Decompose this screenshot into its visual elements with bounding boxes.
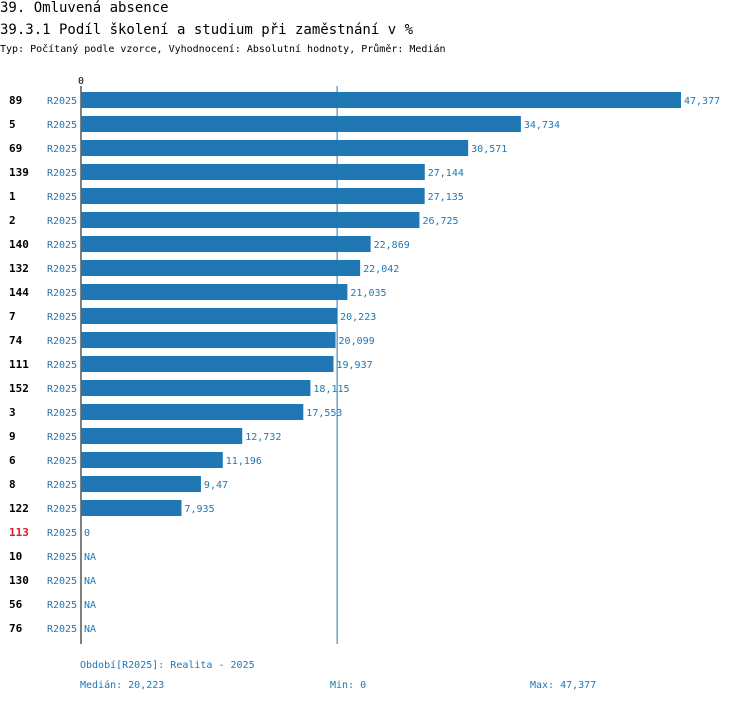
bar [81,188,425,204]
value-label: NA [84,624,96,635]
bar [81,500,182,516]
category-label: 69 [9,142,22,155]
value-label: NA [84,600,96,611]
category-label: 140 [9,238,29,251]
value-label: 34,734 [524,120,560,131]
value-label: NA [84,576,96,587]
period-label: R2025 [47,384,77,395]
value-label: 17,553 [306,408,342,419]
value-label: 20,223 [340,312,376,323]
period-label: R2025 [47,624,77,635]
category-label: 1 [9,190,16,203]
chart-meta: Typ: Počítaný podle vzorce, Vyhodnocení:… [0,44,446,55]
bar [81,356,334,372]
bar [81,92,681,108]
period-label: R2025 [47,240,77,251]
page-title: 39. Omluvená absence [0,0,169,16]
value-label: 27,144 [428,168,464,179]
value-label: 22,869 [374,240,410,251]
value-label: 21,035 [350,288,386,299]
category-label: 130 [9,574,29,587]
bar [81,428,243,444]
category-label: 76 [9,622,23,635]
category-label: 5 [9,118,16,131]
value-label: 19,937 [336,360,372,371]
category-label: 74 [9,334,23,347]
chart-subtitle: 39.3.1 Podíl školení a studium při zaměs… [0,22,414,38]
bar [81,284,348,300]
period-label: R2025 [47,120,77,131]
period-label: R2025 [47,600,77,611]
bar [81,308,338,324]
category-label: 139 [9,166,29,179]
period-label: R2025 [47,96,77,107]
footer-max: Max: 47,377 [530,680,597,691]
bar [81,476,201,492]
value-label: 0 [84,528,90,539]
category-label: 152 [9,382,29,395]
value-label: 18,115 [313,384,349,395]
category-label: 89 [9,94,22,107]
bar [81,380,311,396]
period-label: R2025 [47,504,77,515]
period-label: R2025 [47,192,77,203]
period-label: R2025 [47,408,77,419]
footer-median: Medián: 20,223 [80,680,165,691]
period-label: R2025 [47,432,77,443]
category-label: 113 [9,526,29,539]
period-label: R2025 [47,264,77,275]
period-label: R2025 [47,576,77,587]
category-label: 10 [9,550,22,563]
bar [81,404,304,420]
value-label: 30,571 [471,144,507,155]
x-tick-label: 0 [78,76,84,87]
category-label: 6 [9,454,16,467]
value-label: 11,196 [226,456,262,467]
bar [81,140,469,156]
bar [81,236,371,252]
value-label: NA [84,552,96,563]
category-label: 7 [9,310,16,323]
period-label: R2025 [47,216,77,227]
value-label: 27,135 [428,192,464,203]
category-label: 111 [9,358,29,371]
category-label: 8 [9,478,16,491]
category-label: 122 [9,502,29,515]
value-label: 22,042 [363,264,399,275]
bar [81,116,521,132]
bar [81,212,420,228]
period-label: R2025 [47,168,77,179]
period-label: R2025 [47,552,77,563]
period-label: R2025 [47,456,77,467]
bar [81,164,425,180]
period-label: R2025 [47,312,77,323]
period-label: R2025 [47,288,77,299]
value-label: 26,725 [422,216,458,227]
bar [81,332,336,348]
value-label: 7,935 [184,504,214,515]
category-label: 2 [9,214,16,227]
value-label: 20,099 [339,336,375,347]
bar [81,260,361,276]
category-label: 3 [9,406,16,419]
value-label: 47,377 [684,96,720,107]
period-label: R2025 [47,480,77,491]
period-label: R2025 [47,336,77,347]
period-label: R2025 [47,528,77,539]
footer-period: Období[R2025]: Realita - 2025 [80,660,255,671]
value-label: 9,47 [204,480,228,491]
category-label: 9 [9,430,16,443]
footer-min: Min: 0 [330,680,367,691]
period-label: R2025 [47,144,77,155]
value-label: 12,732 [245,432,281,443]
bar [81,452,223,468]
period-label: R2025 [47,360,77,371]
category-label: 132 [9,262,29,275]
category-label: 144 [9,286,29,299]
category-label: 56 [9,598,23,611]
